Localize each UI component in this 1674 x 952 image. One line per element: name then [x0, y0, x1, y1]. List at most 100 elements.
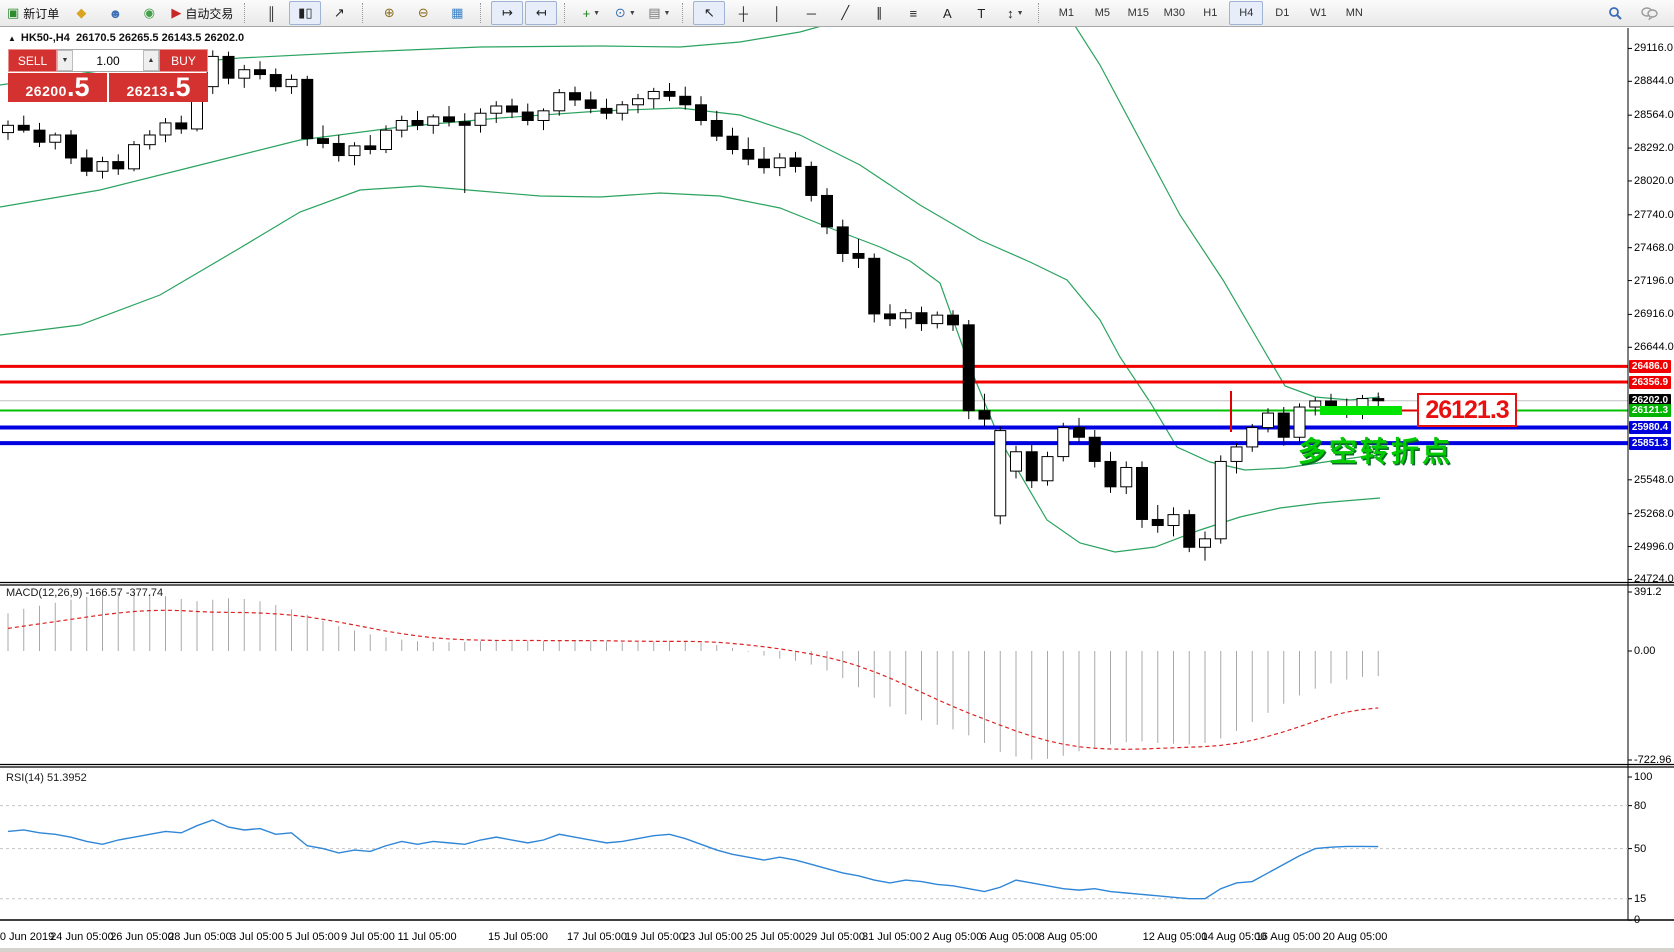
- timeframe-mn-button[interactable]: MN: [1345, 7, 1363, 19]
- timeframe-d1-button[interactable]: D1: [1275, 7, 1290, 19]
- channel-button[interactable]: ∥: [863, 1, 895, 25]
- horizontal-line-icon: ─: [806, 5, 816, 21]
- time-axis-label: 29 Jul 05:00: [805, 931, 865, 943]
- bollinger-lower-band: [0, 185, 1381, 553]
- candle-body: [1151, 518, 1164, 527]
- price-badge-26486.0: 26486.0: [1629, 359, 1671, 373]
- candle-body: [584, 99, 597, 109]
- annotation-note[interactable]: 多空转折点: [1298, 436, 1454, 467]
- profile-button[interactable]: ☻: [99, 1, 131, 25]
- profile-icon: ☻: [108, 5, 123, 21]
- templates-button[interactable]: ▤ ▼: [643, 1, 675, 25]
- indicators-button[interactable]: + ▼: [575, 1, 607, 25]
- candle-body: [1136, 466, 1148, 520]
- buy-price-main: 26213: [126, 83, 168, 99]
- chart-shift-icon: ↤: [535, 5, 547, 20]
- timeframe-m1-button[interactable]: M1: [1058, 7, 1074, 19]
- timeframe-w1-button[interactable]: W1: [1310, 7, 1327, 19]
- cursor-icon: ↖: [703, 5, 715, 20]
- horizontal-line-button[interactable]: ─: [795, 1, 827, 25]
- candle-body: [1167, 514, 1180, 527]
- price-badge-25980.4: 25980.4: [1629, 421, 1671, 435]
- timeframe-m15-button[interactable]: M15: [1127, 7, 1150, 19]
- dropdown-caret-icon: ▼: [628, 9, 636, 17]
- candle-body: [1372, 398, 1385, 402]
- candle-body: [490, 105, 503, 114]
- chart-shift-button[interactable]: ↤: [525, 1, 558, 25]
- autotrading-icon: ▶: [171, 5, 182, 20]
- new-order-button[interactable]: ▣ 新订单: [3, 1, 63, 25]
- time-axis-label: 9 Jul 05:00: [341, 931, 395, 943]
- candle-body: [159, 122, 172, 136]
- time-axis-label: 12 Aug 05:00: [1142, 931, 1208, 943]
- candle-body: [994, 430, 1007, 517]
- volume-down-button[interactable]: ▼: [57, 50, 73, 71]
- crosshair-button[interactable]: ┼: [727, 1, 759, 25]
- chart-title: ▲ HK50-,H4 26170.5 26265.5 26143.5 26202.…: [8, 32, 244, 44]
- template-icon: ▤: [648, 5, 661, 20]
- toolbar-group-chart-type: ║ ▮▯ ↗: [254, 1, 356, 26]
- candle-body: [269, 74, 282, 88]
- time-axis-label: 28 Jun 05:00: [168, 931, 232, 943]
- collapse-quote-panel-icon[interactable]: ▲: [8, 34, 16, 43]
- timeframe-m30-button[interactable]: M30: [1163, 7, 1186, 19]
- buy-button[interactable]: BUY: [159, 49, 208, 72]
- candlestick-button[interactable]: ▮▯: [289, 1, 322, 25]
- line-chart-icon: ↗: [333, 5, 345, 20]
- zoom-out-button[interactable]: ⊖: [407, 1, 439, 25]
- candle-body: [301, 78, 314, 140]
- time-axis[interactable]: [0, 921, 1674, 948]
- vertical-line-icon: │: [773, 5, 782, 21]
- candle-body: [1214, 460, 1227, 540]
- chat-button[interactable]: [1633, 1, 1665, 25]
- candle-body: [380, 129, 392, 151]
- sell-price[interactable]: 26200 .5: [8, 73, 107, 102]
- candle-body: [852, 252, 865, 259]
- toolbar-separator: [1038, 3, 1044, 23]
- volume-input[interactable]: 1.00: [96, 53, 120, 68]
- bar-chart-button[interactable]: ║: [255, 1, 287, 25]
- text-button[interactable]: A: [931, 1, 963, 25]
- autotrading-button-label: 自动交易: [185, 6, 234, 21]
- vertical-line-button[interactable]: │: [761, 1, 793, 25]
- price-callout-box[interactable]: 26121.3: [1417, 393, 1517, 427]
- candle-body: [947, 314, 959, 326]
- toolbar-group-zoom: ⊕ ⊖ ▦: [372, 1, 474, 26]
- arrows-button[interactable]: ↕ ▼: [999, 1, 1031, 25]
- trendline-button[interactable]: ╱: [829, 1, 861, 25]
- time-axis-label: 11 Jul 05:00: [397, 931, 457, 943]
- text-icon: A: [942, 5, 952, 21]
- tile-windows-button[interactable]: ▦: [441, 1, 473, 25]
- search-button[interactable]: [1599, 1, 1631, 25]
- toolbar-separator: [480, 3, 486, 23]
- auto-scroll-button[interactable]: ↦: [491, 1, 524, 25]
- price-axis-label: 29116.0: [1634, 42, 1673, 55]
- macd-signal-line: [7, 609, 1379, 750]
- sell-button[interactable]: SELL: [8, 49, 57, 72]
- time-axis-label: 19 Jul 05:00: [625, 931, 685, 943]
- candle-body: [1088, 436, 1101, 462]
- candle-body: [143, 134, 156, 146]
- macd-label: MACD(12,26,9) -166.57 -377.74: [6, 587, 164, 599]
- line-chart-button[interactable]: ↗: [323, 1, 355, 25]
- styles-button[interactable]: ◆: [65, 1, 97, 25]
- autotrading-button[interactable]: ▶ 自动交易: [167, 1, 237, 25]
- symbol-label: HK50-,H4: [20, 32, 70, 44]
- ohlc-values: 26170.5 26265.5 26143.5 26202.0: [75, 32, 245, 44]
- label-button[interactable]: T: [965, 1, 997, 25]
- candle-body: [600, 107, 613, 114]
- timeframe-h4-button[interactable]: H4: [1229, 1, 1264, 25]
- signals-button[interactable]: ◉: [133, 1, 165, 25]
- candle-body: [285, 78, 298, 88]
- candle-body: [443, 116, 455, 123]
- timeframe-h1-button[interactable]: H1: [1203, 7, 1218, 19]
- periods-button[interactable]: ⊙ ▼: [609, 1, 641, 25]
- zoom-in-button[interactable]: ⊕: [373, 1, 405, 25]
- cursor-button[interactable]: ↖: [693, 1, 726, 25]
- buy-price[interactable]: 26213 .5: [109, 73, 208, 102]
- volume-up-button[interactable]: ▲: [143, 50, 159, 71]
- price-axis-label: 27468.0: [1634, 241, 1674, 254]
- timeframe-m5-button[interactable]: M5: [1094, 7, 1110, 19]
- fibonacci-button[interactable]: ≡: [897, 1, 929, 25]
